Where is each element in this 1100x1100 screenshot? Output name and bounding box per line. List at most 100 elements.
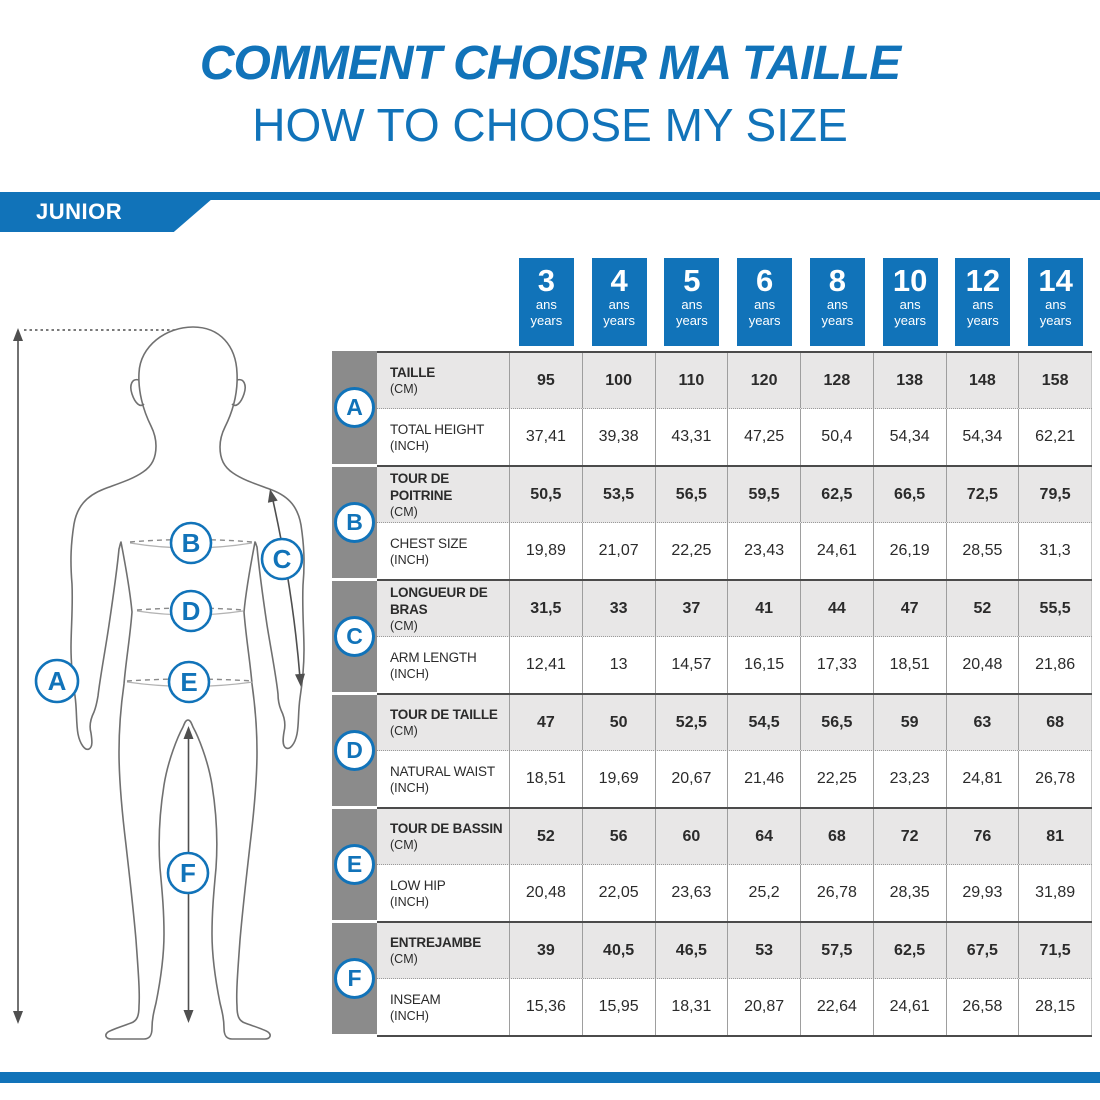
size-value: 31,5 xyxy=(510,581,583,636)
size-value: 19,89 xyxy=(510,523,583,579)
row-label-cell: ARM LENGTH (INCH) xyxy=(377,637,510,693)
size-value: 26,58 xyxy=(947,979,1020,1035)
age-unit-en: years xyxy=(748,313,781,328)
letter-label: A xyxy=(346,394,363,420)
age-unit-fr: ans xyxy=(681,297,703,312)
marker-b: B xyxy=(182,528,201,558)
size-value: 20,67 xyxy=(656,751,729,807)
age-column: 4 ans years xyxy=(583,258,656,346)
row-label: TOTAL HEIGHT xyxy=(390,421,485,437)
metric-row: TOUR DE TAILLE (CM) 47 50 52,5 54,5 56,5 59 63 68 xyxy=(377,695,1092,751)
size-value: 28,55 xyxy=(947,523,1020,579)
age-unit-fr: ans xyxy=(826,297,848,312)
age-unit-fr: ans xyxy=(754,297,776,312)
diagram-letter-markers: A B C D E F xyxy=(34,521,304,895)
row-label-cell: INSEAM (INCH) xyxy=(377,979,510,1035)
size-value: 81 xyxy=(1019,809,1092,864)
metric-row: ENTREJAMBE (CM) 39 40,5 46,5 53 57,5 62,5 67,5 71… xyxy=(377,923,1092,979)
age-unit-fr: ans xyxy=(899,297,921,312)
size-value: 41 xyxy=(728,581,801,636)
letter-label: F xyxy=(347,965,362,991)
size-value: 59 xyxy=(874,695,947,750)
size-value: 52,5 xyxy=(656,695,729,750)
size-value: 31,3 xyxy=(1019,523,1092,579)
size-value: 21,46 xyxy=(728,751,801,807)
age-column: 3 ans years xyxy=(510,258,583,346)
size-value: 39 xyxy=(510,923,583,978)
row-label: NATURAL WAIST xyxy=(390,763,495,779)
marker-c: C xyxy=(273,544,292,574)
size-value: 47 xyxy=(874,581,947,636)
age-number: 12 xyxy=(965,263,1001,298)
size-value: 22,25 xyxy=(801,751,874,807)
group-rows: TOUR DE BASSIN (CM) 52 56 60 64 68 72 76 81 LOW HI… xyxy=(377,809,1092,923)
size-value: 53 xyxy=(728,923,801,978)
row-unit: (INCH) xyxy=(390,780,429,795)
row-label: TAILLE xyxy=(390,365,436,380)
age-column: 10 ans years xyxy=(874,258,947,346)
size-value: 19,69 xyxy=(583,751,656,807)
imperial-row: CHEST SIZE (INCH) 19,89 21,07 22,25 23,43 24,6… xyxy=(377,523,1092,579)
letter-badge: E xyxy=(334,844,375,885)
size-value: 148 xyxy=(947,353,1020,408)
marker-f: F xyxy=(180,858,196,888)
category-tab: JUNIOR xyxy=(0,192,220,232)
size-value: 40,5 xyxy=(583,923,656,978)
letter-cell: B xyxy=(332,467,377,578)
age-number: 14 xyxy=(1038,263,1073,298)
imperial-row: TOTAL HEIGHT (INCH) 37,41 39,38 43,31 47,25 50… xyxy=(377,409,1092,465)
row-label: ARM LENGTH xyxy=(390,649,477,665)
arm-length-arrow xyxy=(267,489,305,687)
row-unit: (INCH) xyxy=(390,894,429,909)
row-label: TOUR DE POITRINE xyxy=(390,470,453,503)
size-value: 67,5 xyxy=(947,923,1020,978)
row-label: CHEST SIZE xyxy=(390,535,468,551)
size-value: 18,51 xyxy=(510,751,583,807)
row-unit: (CM) xyxy=(390,724,418,738)
age-column: 12 ans years xyxy=(947,258,1020,346)
age-box: 12 ans years xyxy=(955,258,1011,346)
metric-row: TOUR DE POITRINE (CM) 50,5 53,5 56,5 59,5 62,5… xyxy=(377,467,1092,523)
letter-cell: A xyxy=(332,351,377,464)
letter-label: E xyxy=(346,851,363,877)
age-unit-en: years xyxy=(1039,313,1072,328)
row-unit: (INCH) xyxy=(390,552,429,567)
letter-label: C xyxy=(346,623,363,649)
group-rows: TOUR DE TAILLE (CM) 47 50 52,5 54,5 56,5 59 63 68… xyxy=(377,695,1092,809)
size-value: 54,34 xyxy=(874,409,947,465)
table-row-group: A TAILLE (CM) 95 100 110 120 128 138 148 158 TOTAL … xyxy=(332,351,1092,467)
row-unit: (CM) xyxy=(390,838,418,852)
size-value: 120 xyxy=(728,353,801,408)
size-value: 53,5 xyxy=(583,467,656,522)
size-value: 57,5 xyxy=(801,923,874,978)
size-value: 54,5 xyxy=(728,695,801,750)
size-value: 50 xyxy=(583,695,656,750)
age-unit-fr: ans xyxy=(608,297,630,312)
row-unit: (INCH) xyxy=(390,438,429,453)
age-column: 8 ans years xyxy=(801,258,874,346)
footer-bar xyxy=(0,1072,1100,1083)
size-value: 22,25 xyxy=(656,523,729,579)
size-value: 43,31 xyxy=(656,409,729,465)
group-rows: LONGUEUR DE BRAS (CM) 31,5 33 37 41 44 47 52 55,5… xyxy=(377,581,1092,695)
size-value: 23,43 xyxy=(728,523,801,579)
size-value: 62,21 xyxy=(1019,409,1092,465)
row-label: ENTREJAMBE xyxy=(390,935,482,950)
table-row-group: E TOUR DE BASSIN (CM) 52 56 60 64 68 72 76 81 LOW H… xyxy=(332,809,1092,923)
table-row-group: D TOUR DE TAILLE (CM) 47 50 52,5 54,5 56,5 59 63 6… xyxy=(332,695,1092,809)
row-label-cell: TOTAL HEIGHT (INCH) xyxy=(377,409,510,465)
row-label: LONGUEUR DE BRAS xyxy=(390,584,488,617)
size-value: 56,5 xyxy=(656,467,729,522)
size-value: 23,23 xyxy=(874,751,947,807)
size-value: 72 xyxy=(874,809,947,864)
page-title-french: COMMENT CHOISIR MA TAILLE xyxy=(199,37,901,90)
size-value: 15,36 xyxy=(510,979,583,1035)
size-value: 29,93 xyxy=(947,865,1020,921)
table-row-group: F ENTREJAMBE (CM) 39 40,5 46,5 53 57,5 62,5 67,5 7… xyxy=(332,923,1092,1037)
marker-a: A xyxy=(48,666,67,696)
age-unit-fr: ans xyxy=(1045,297,1067,312)
page-title-english: HOW TO CHOOSE MY SIZE xyxy=(252,99,848,151)
size-value: 44 xyxy=(801,581,874,636)
size-value: 26,78 xyxy=(1019,751,1092,807)
age-number: 4 xyxy=(610,263,628,298)
